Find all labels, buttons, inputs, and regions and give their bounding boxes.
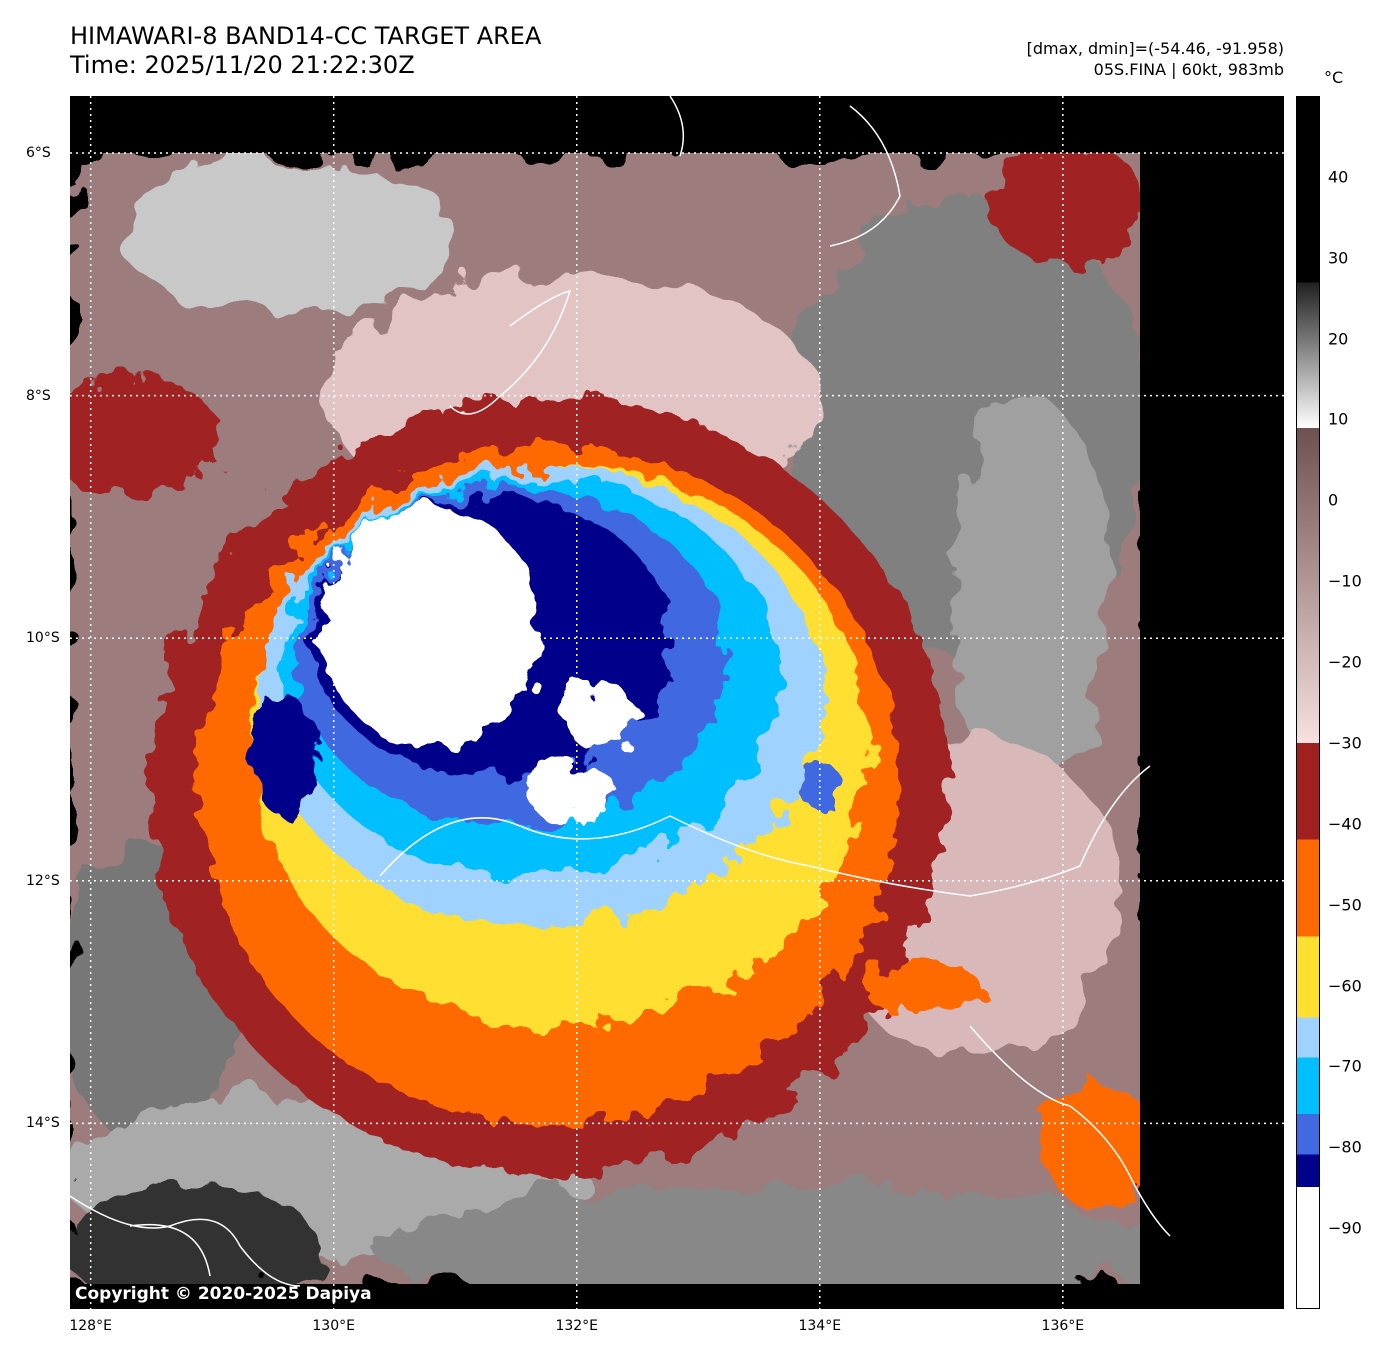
coastlines — [70, 96, 1171, 1287]
lat-tick-label: 6°S — [26, 145, 51, 161]
satellite-map — [70, 96, 1284, 1309]
colorbar-tick-label: 30 — [1328, 248, 1349, 268]
storm-name: 05S.FINA | 60kt, 983mb — [1093, 60, 1284, 79]
lat-tick-label: 8°S — [26, 387, 51, 404]
colorbar-tick-label: −70 — [1328, 1056, 1362, 1076]
colorbar-tick-label: 40 — [1328, 167, 1349, 187]
colorbar-tick-label: 0 — [1328, 490, 1339, 510]
no-data-bottom — [70, 1284, 1284, 1309]
lon-tick-label: 130°E — [312, 1318, 355, 1334]
colorbar — [1296, 96, 1320, 1309]
colorbar-tick-label: −20 — [1328, 652, 1362, 672]
colorbar-tick-label: −90 — [1328, 1218, 1362, 1238]
storm-info: [dmax, dmin]=(-54.46, -91.958) 05S.FINA … — [1027, 38, 1284, 80]
title-time: Time: 2025/11/20 21:22:30Z — [70, 51, 415, 79]
colorbar-tick-label: −10 — [1328, 571, 1362, 591]
dmax-dmin: [dmax, dmin]=(-54.46, -91.958) — [1026, 39, 1284, 58]
lon-tick-label: 132°E — [555, 1318, 599, 1334]
colorbar-unit: °C — [1324, 68, 1344, 87]
copyright: Copyright © 2020-2025 Dapiya — [75, 1284, 372, 1304]
no-data-top — [70, 96, 1284, 153]
chart-title: HIMAWARI-8 BAND14-CC TARGET AREA Time: 2… — [70, 22, 541, 80]
colorbar-tick-label: −50 — [1328, 895, 1362, 915]
graticule — [70, 96, 1284, 1309]
lat-tick-label: 10°S — [26, 630, 60, 647]
colorbar-tick-label: 20 — [1328, 329, 1349, 349]
storm-cloud-layers — [70, 146, 1160, 1206]
no-data-right — [1140, 96, 1284, 1309]
lon-tick-label: 136°E — [1041, 1318, 1085, 1334]
colorbar-tick-label: −60 — [1328, 976, 1362, 996]
colorbar-tick-label: −40 — [1328, 814, 1362, 834]
colorbar-tick-label: −30 — [1328, 733, 1362, 753]
lat-tick-label: 14°S — [26, 1115, 60, 1132]
lat-tick-label: 12°S — [26, 872, 60, 889]
title-product: HIMAWARI-8 BAND14-CC TARGET AREA — [70, 22, 542, 50]
lon-tick-label: 134°E — [798, 1318, 842, 1334]
lon-tick-label: 128°E — [69, 1318, 112, 1334]
colorbar-tick-label: 10 — [1328, 409, 1349, 429]
colorbar-tick-label: −80 — [1328, 1137, 1362, 1157]
